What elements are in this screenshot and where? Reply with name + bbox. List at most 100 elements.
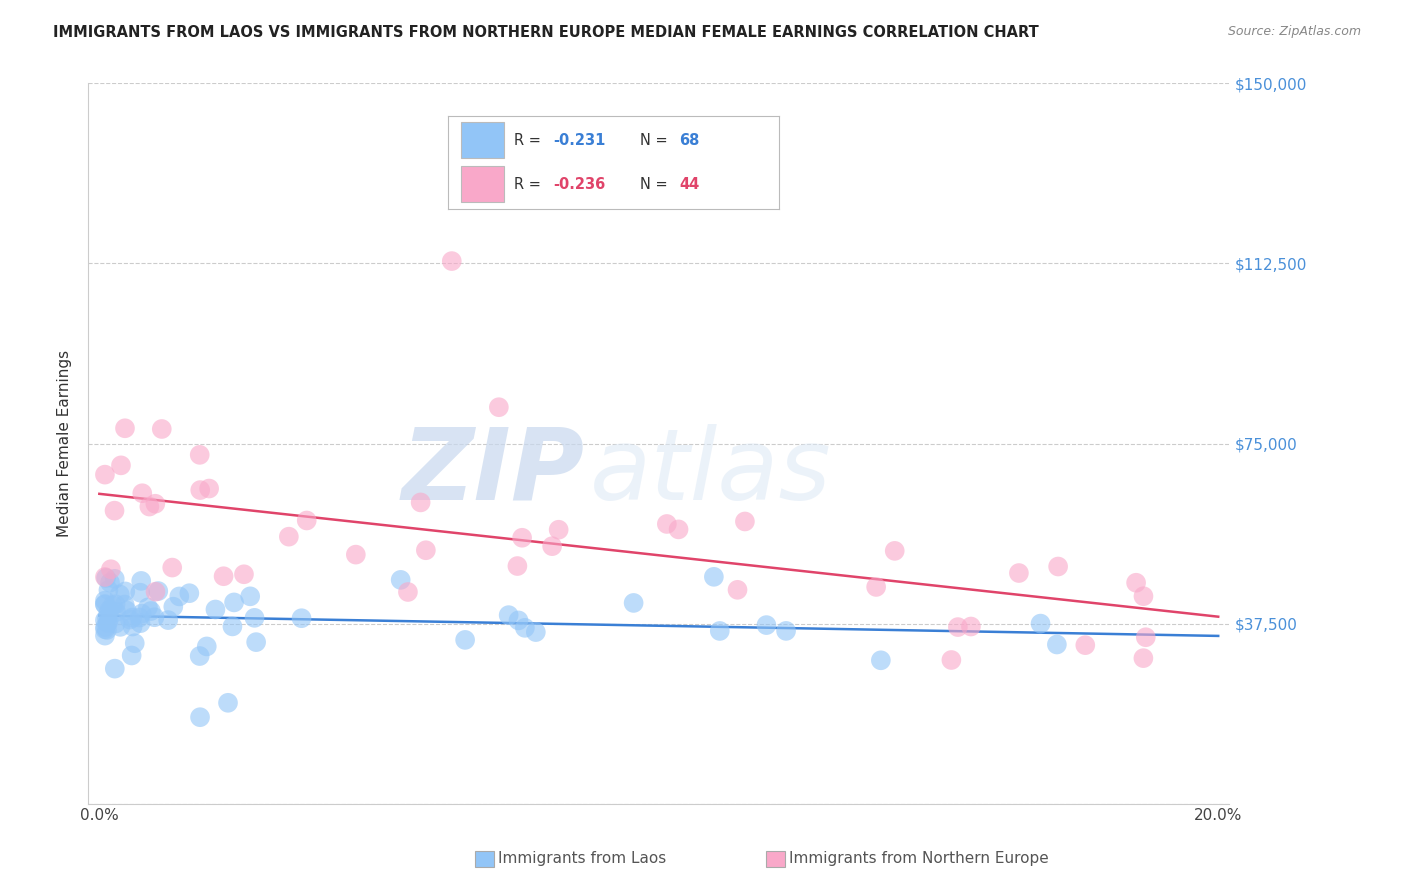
Point bbox=[103, 503, 125, 517]
Point bbox=[121, 619, 143, 633]
Point bbox=[389, 573, 412, 587]
Point bbox=[239, 590, 262, 604]
Point bbox=[295, 513, 318, 527]
Point bbox=[1135, 630, 1157, 644]
Point bbox=[755, 618, 778, 632]
Point bbox=[1074, 638, 1097, 652]
Point bbox=[157, 613, 180, 627]
Text: Immigrants from Laos: Immigrants from Laos bbox=[498, 852, 666, 866]
Point bbox=[498, 608, 520, 623]
Point bbox=[162, 599, 184, 614]
Point bbox=[131, 486, 153, 500]
Point bbox=[1046, 638, 1069, 652]
Point bbox=[243, 611, 266, 625]
Point bbox=[129, 574, 152, 588]
Point bbox=[94, 613, 117, 627]
Point bbox=[941, 653, 963, 667]
Point bbox=[547, 523, 569, 537]
Point bbox=[454, 632, 477, 647]
Point bbox=[169, 590, 191, 604]
Point bbox=[524, 625, 547, 640]
Point bbox=[869, 653, 891, 667]
Point bbox=[114, 421, 136, 435]
Point bbox=[179, 586, 201, 600]
Point bbox=[143, 610, 166, 624]
Point bbox=[709, 624, 731, 638]
Point bbox=[139, 604, 162, 618]
Point bbox=[883, 544, 905, 558]
Point bbox=[946, 620, 969, 634]
Point bbox=[960, 619, 983, 633]
Point bbox=[195, 640, 218, 654]
Point bbox=[96, 623, 118, 637]
Point bbox=[97, 607, 120, 621]
Point bbox=[703, 570, 725, 584]
Point bbox=[94, 597, 117, 611]
Point bbox=[94, 620, 117, 634]
Point bbox=[136, 600, 159, 615]
Point bbox=[129, 585, 152, 599]
Point bbox=[97, 614, 120, 628]
Point bbox=[143, 497, 166, 511]
Point bbox=[98, 575, 121, 590]
Point bbox=[115, 603, 138, 617]
Point bbox=[506, 559, 529, 574]
Point bbox=[510, 531, 533, 545]
Point bbox=[145, 584, 167, 599]
Text: Source: ZipAtlas.com: Source: ZipAtlas.com bbox=[1227, 25, 1361, 38]
Point bbox=[97, 615, 120, 630]
Point bbox=[118, 613, 141, 627]
Point bbox=[188, 648, 211, 663]
Point bbox=[1125, 575, 1147, 590]
Point bbox=[415, 543, 437, 558]
Point bbox=[204, 602, 226, 616]
Point bbox=[277, 530, 299, 544]
Point bbox=[124, 636, 146, 650]
Point bbox=[655, 516, 678, 531]
Point bbox=[409, 495, 432, 509]
Point bbox=[128, 610, 150, 624]
Point bbox=[94, 571, 117, 585]
Point bbox=[541, 539, 564, 553]
Point bbox=[217, 696, 239, 710]
Text: Immigrants from Northern Europe: Immigrants from Northern Europe bbox=[789, 852, 1049, 866]
Point bbox=[1029, 616, 1052, 631]
Point bbox=[148, 584, 170, 599]
Point bbox=[188, 710, 211, 724]
Point bbox=[150, 422, 173, 436]
Point bbox=[396, 585, 419, 599]
Point bbox=[110, 620, 132, 634]
Point bbox=[188, 448, 211, 462]
Point bbox=[623, 596, 645, 610]
Point bbox=[440, 254, 463, 268]
Point bbox=[104, 616, 127, 631]
Point bbox=[775, 624, 797, 638]
Point bbox=[114, 598, 136, 612]
Point bbox=[222, 595, 245, 609]
Point bbox=[131, 607, 153, 621]
Point bbox=[212, 569, 235, 583]
Point bbox=[129, 616, 152, 631]
Point bbox=[1047, 559, 1070, 574]
Point bbox=[100, 562, 122, 576]
Point bbox=[104, 662, 127, 676]
Point bbox=[344, 548, 367, 562]
Point bbox=[1132, 589, 1154, 603]
Point bbox=[221, 619, 243, 633]
Point bbox=[488, 401, 510, 415]
Point bbox=[94, 629, 117, 643]
Point bbox=[188, 483, 211, 497]
Point bbox=[508, 614, 530, 628]
Point bbox=[94, 593, 117, 607]
Point bbox=[245, 635, 267, 649]
Point bbox=[94, 622, 117, 636]
Text: IMMIGRANTS FROM LAOS VS IMMIGRANTS FROM NORTHERN EUROPE MEDIAN FEMALE EARNINGS C: IMMIGRANTS FROM LAOS VS IMMIGRANTS FROM … bbox=[53, 25, 1039, 40]
Point bbox=[94, 598, 117, 612]
Point bbox=[110, 458, 132, 473]
Point bbox=[138, 500, 160, 514]
Point bbox=[233, 567, 256, 582]
Point bbox=[121, 610, 143, 624]
Point bbox=[94, 570, 117, 584]
Point bbox=[668, 522, 690, 536]
Point bbox=[94, 467, 117, 482]
